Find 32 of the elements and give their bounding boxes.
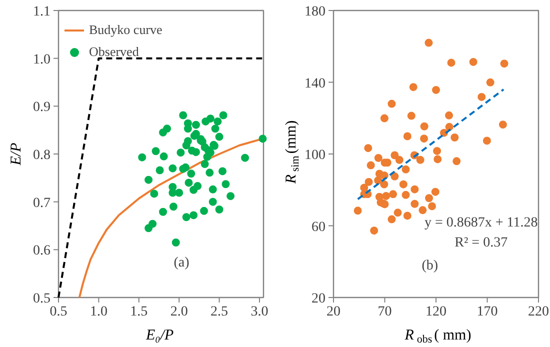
legend-label: Budyko curve <box>89 22 162 38</box>
y-axis-title: E/P <box>8 142 24 166</box>
y-tick-label: 1.1 <box>33 4 50 20</box>
x-tick-label: 170 <box>476 304 498 320</box>
x-tick-label: 2.0 <box>170 304 188 320</box>
annotation: (b) <box>422 258 438 274</box>
y-tick-label: 0.8 <box>33 148 50 163</box>
y-tick-label: 0.5 <box>33 292 50 306</box>
y-tick-label: 1.0 <box>33 52 50 68</box>
x-tick-label: 120 <box>426 304 446 320</box>
x-tick-label: 1.0 <box>90 304 108 320</box>
y-tick-label: 0.6 <box>33 244 50 259</box>
y-tick-label: 0.7 <box>33 196 50 211</box>
x-tick-label: 20 <box>326 304 340 320</box>
x-tick-label: 3.0 <box>250 304 268 320</box>
y-tick-label: 180 <box>304 4 326 20</box>
x-tick-label: 0.5 <box>50 304 68 320</box>
y-tick-label: 20 <box>312 292 326 306</box>
x-tick-label: 1.5 <box>130 304 148 320</box>
x-axis-title: E₀/P <box>145 328 174 344</box>
annotation: (a) <box>174 256 190 271</box>
x-tick-label: 220 <box>528 304 549 320</box>
x-tick-label: 70 <box>378 304 392 320</box>
y-axis-title: Rsim(mm) <box>284 120 302 185</box>
x-tick-label: 2.5 <box>210 304 228 320</box>
y-tick-label: 140 <box>304 76 326 92</box>
y-tick-label: 0.9 <box>33 100 50 116</box>
legend-label: Observed <box>89 44 139 60</box>
y-tick-label: 60 <box>312 220 326 235</box>
annotation: R² = 0.37 <box>454 235 508 250</box>
y-tick-label: 100 <box>304 148 326 163</box>
annotation: y = 0.8687x + 11.28 <box>424 215 538 230</box>
